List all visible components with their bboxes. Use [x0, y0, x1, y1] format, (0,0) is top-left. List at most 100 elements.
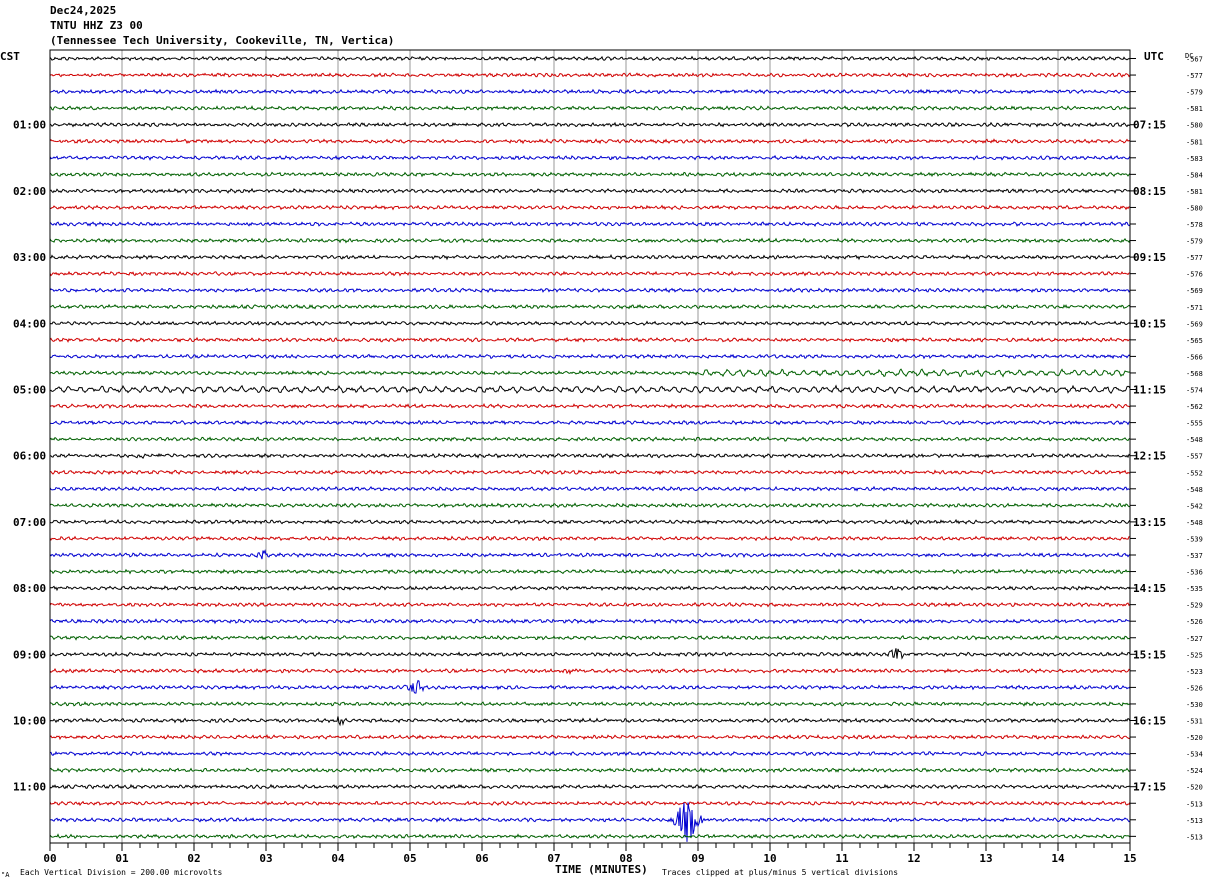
- left-time-label: 09:00: [13, 648, 46, 661]
- seismic-trace: [49, 436, 1131, 442]
- seismic-trace: [49, 716, 1131, 727]
- dc-offset-label: -536: [1186, 569, 1203, 577]
- dc-offset-label: -568: [1186, 370, 1203, 378]
- seismic-trace: [49, 767, 1131, 774]
- left-time-label: 04:00: [13, 317, 46, 330]
- dc-offset-label: -526: [1186, 618, 1203, 626]
- left-timezone: CST: [0, 50, 20, 63]
- x-tick-label: 12: [907, 852, 920, 865]
- right-time-label: 15:15: [1133, 648, 1166, 661]
- seismic-trace: [49, 88, 1131, 95]
- dc-offset-label: -513: [1186, 800, 1203, 808]
- dc-offset-label: -552: [1186, 469, 1203, 477]
- dc-offset-label: -581: [1186, 105, 1203, 113]
- right-time-label: 14:15: [1133, 582, 1166, 595]
- seismic-trace: [49, 452, 1131, 459]
- seismic-trace: [49, 320, 1131, 327]
- dc-offset-label: -534: [1186, 751, 1203, 759]
- right-time-label: 07:15: [1133, 119, 1166, 132]
- x-tick-label: 14: [1051, 852, 1065, 865]
- right-time-label: 08:15: [1133, 185, 1166, 198]
- seismic-trace: [49, 618, 1131, 625]
- dc-offset-label: -555: [1186, 420, 1203, 428]
- scale-note: Each Vertical Division = 200.00 microvol…: [20, 868, 222, 877]
- dc-offset-label: -548: [1186, 519, 1203, 527]
- seismic-trace: [49, 154, 1131, 161]
- time-labels: 01:00 02:00 03:00 04:00 05:00 06:00 07:00 08:00…: [13, 56, 1203, 842]
- seismic-trace: [49, 783, 1131, 790]
- x-tick-label: 09: [691, 852, 704, 865]
- dc-offset-label: -529: [1186, 602, 1203, 610]
- dc-offset-label: -520: [1186, 784, 1203, 792]
- left-time-label: 01:00: [13, 119, 46, 132]
- x-tick-label: 11: [835, 852, 849, 865]
- seismic-trace: [49, 734, 1131, 741]
- seismic-trace: [49, 518, 1131, 526]
- dc-offset-label: -574: [1186, 387, 1203, 395]
- dc-offset-label: -542: [1186, 502, 1203, 510]
- seismic-trace: [49, 833, 1131, 840]
- dc-offset-label: -569: [1186, 287, 1203, 295]
- seismic-trace: [49, 353, 1131, 360]
- dc-offset-label: -548: [1186, 436, 1203, 444]
- seismic-trace: [49, 535, 1131, 542]
- seismic-trace: [49, 287, 1131, 294]
- clip-note: Traces clipped at plus/minus 5 vertical …: [662, 868, 898, 877]
- left-time-label: 08:00: [13, 582, 46, 595]
- dc-offset-label: -571: [1186, 304, 1203, 312]
- left-time-label: 05:00: [13, 384, 46, 397]
- seismic-trace: [49, 237, 1131, 244]
- x-tick-label: 06: [475, 852, 489, 865]
- right-time-label: 16:15: [1133, 715, 1166, 728]
- dc-offset-label: -579: [1186, 89, 1203, 97]
- header-date: Dec24,2025: [50, 4, 117, 17]
- seismic-trace: [49, 750, 1130, 757]
- plot-frame: [49, 49, 1131, 844]
- seismic-trace: [49, 303, 1131, 310]
- dc-offset-label: -579: [1186, 238, 1203, 246]
- seismic-trace: [49, 667, 1131, 676]
- right-time-label: 12:15: [1133, 450, 1166, 463]
- dc-offset-label: -581: [1186, 138, 1203, 146]
- dc-offset-label: -525: [1186, 651, 1203, 659]
- dc-offset-label: -566: [1186, 353, 1203, 361]
- dc-offset-label: -584: [1186, 171, 1203, 179]
- dc-offset-label: -581: [1186, 188, 1203, 196]
- seismic-trace: [49, 204, 1131, 211]
- dc-offset-label: -513: [1186, 833, 1203, 841]
- x-tick-label: 08: [619, 852, 632, 865]
- seismic-trace: [49, 72, 1131, 78]
- left-time-label: 06:00: [13, 450, 46, 463]
- dc-offset-label: -535: [1186, 585, 1203, 593]
- seismic-trace: [49, 187, 1131, 194]
- x-tick-label: 07: [547, 852, 560, 865]
- seismic-trace: [49, 121, 1131, 128]
- dc-offset-label: -526: [1186, 684, 1203, 692]
- seismic-trace: [49, 403, 1131, 410]
- grid: [121, 50, 1059, 843]
- seismic-trace: [49, 648, 1131, 660]
- seismic-trace: [50, 469, 1131, 476]
- left-time-label: 11:00: [13, 781, 46, 794]
- seismic-trace: [49, 384, 1131, 395]
- dc-offset-label: -576: [1186, 271, 1203, 279]
- trace-layer: [49, 55, 1136, 842]
- right-time-label: 09:15: [1133, 251, 1166, 264]
- seismic-trace: [49, 171, 1131, 178]
- seismic-trace: [49, 802, 1131, 842]
- seismic-trace: [49, 221, 1131, 228]
- dc-offset-label: -567: [1186, 56, 1203, 64]
- seismic-trace: [49, 55, 1131, 62]
- x-tick-label: 01: [115, 852, 129, 865]
- dc-offset-label: -583: [1186, 155, 1203, 163]
- seismic-trace: [49, 568, 1131, 575]
- dc-offset-label: -557: [1186, 453, 1203, 461]
- left-time-label: 07:00: [13, 516, 46, 529]
- seismic-trace: [49, 800, 1131, 807]
- dc-header: DC: [1185, 52, 1193, 60]
- x-tick-label: 15: [1123, 852, 1136, 865]
- x-tick-label: 13: [979, 852, 992, 865]
- dc-offset-label: -520: [1186, 734, 1203, 742]
- right-time-label: 13:15: [1133, 516, 1166, 529]
- dc-offset-label: -530: [1186, 701, 1203, 709]
